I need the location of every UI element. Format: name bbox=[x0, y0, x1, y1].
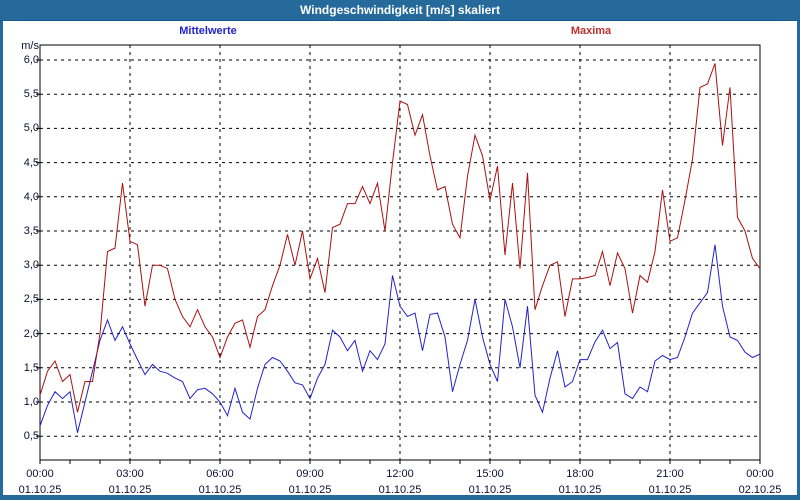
y-axis-label: 1,0 bbox=[23, 396, 39, 408]
y-axis-label: 5,5 bbox=[23, 88, 39, 101]
x-axis-date-label: 01.10.25 bbox=[18, 484, 62, 496]
y-axis-label: 5,0 bbox=[23, 122, 39, 135]
x-axis-time-label: 15:00 bbox=[476, 468, 504, 480]
y-axis-label: 3,0 bbox=[23, 259, 39, 272]
x-axis-date-label: 01.10.25 bbox=[378, 484, 422, 496]
x-axis-time-label: 06:00 bbox=[206, 468, 234, 480]
y-axis-label: 4,0 bbox=[23, 190, 39, 203]
window-titlebar: Windgeschwindigkeit [m/s] skaliert bbox=[0, 0, 800, 21]
x-axis-date-label: 01.10.25 bbox=[108, 484, 152, 496]
x-axis-date-label: 01.10.25 bbox=[288, 484, 332, 496]
x-axis-time-label: 18:00 bbox=[566, 468, 594, 480]
y-axis-label: 3,5 bbox=[23, 225, 39, 237]
window-title: Windgeschwindigkeit [m/s] skaliert bbox=[300, 3, 500, 17]
x-axis-time-label: 09:00 bbox=[296, 468, 324, 480]
x-axis-date-label: 01.10.25 bbox=[558, 484, 602, 496]
x-axis-time-label: 00:00 bbox=[26, 468, 54, 480]
y-axis-label: 6,0 bbox=[23, 54, 39, 66]
legend-item-mittelwerte: Mittelwerte bbox=[179, 25, 236, 37]
series-line-mittelwerte bbox=[39, 244, 761, 433]
y-axis-unit-label: m/s bbox=[21, 40, 39, 52]
x-axis-time-label: 12:00 bbox=[386, 468, 414, 480]
legend-label-maxima: Maxima bbox=[570, 25, 612, 37]
x-axis-date-label: 01.10.25 bbox=[648, 484, 692, 496]
chart-panel: Mittelwerte Maxima m/s 0,5 1,0 1,5 2,0 2,5 3,… bbox=[3, 21, 797, 496]
series-line-maxima bbox=[39, 63, 761, 413]
x-axis-date-label: 01.10.25 bbox=[468, 484, 512, 496]
x-axis-date-label: 01.10.25 bbox=[198, 484, 242, 496]
legend-item-maxima: Maxima bbox=[571, 25, 611, 37]
x-axis-time-label: 21:00 bbox=[656, 468, 684, 480]
x-axis-time-label: 03:00 bbox=[116, 468, 144, 480]
legend-label-mittelwerte: Mittelwerte bbox=[179, 25, 237, 37]
y-axis-label: 1,5 bbox=[23, 361, 39, 374]
y-axis-label: 4,5 bbox=[23, 156, 39, 169]
y-axis-label: 0,5 bbox=[23, 430, 39, 443]
x-axis-time-label: 00:00 bbox=[746, 468, 774, 480]
y-axis-label: 2,0 bbox=[23, 327, 39, 340]
y-axis-label: 2,5 bbox=[23, 293, 39, 306]
x-axis-date-label: 02.10.25 bbox=[738, 484, 782, 496]
plot-border bbox=[39, 44, 761, 461]
chart-canvas[interactable] bbox=[3, 21, 797, 495]
